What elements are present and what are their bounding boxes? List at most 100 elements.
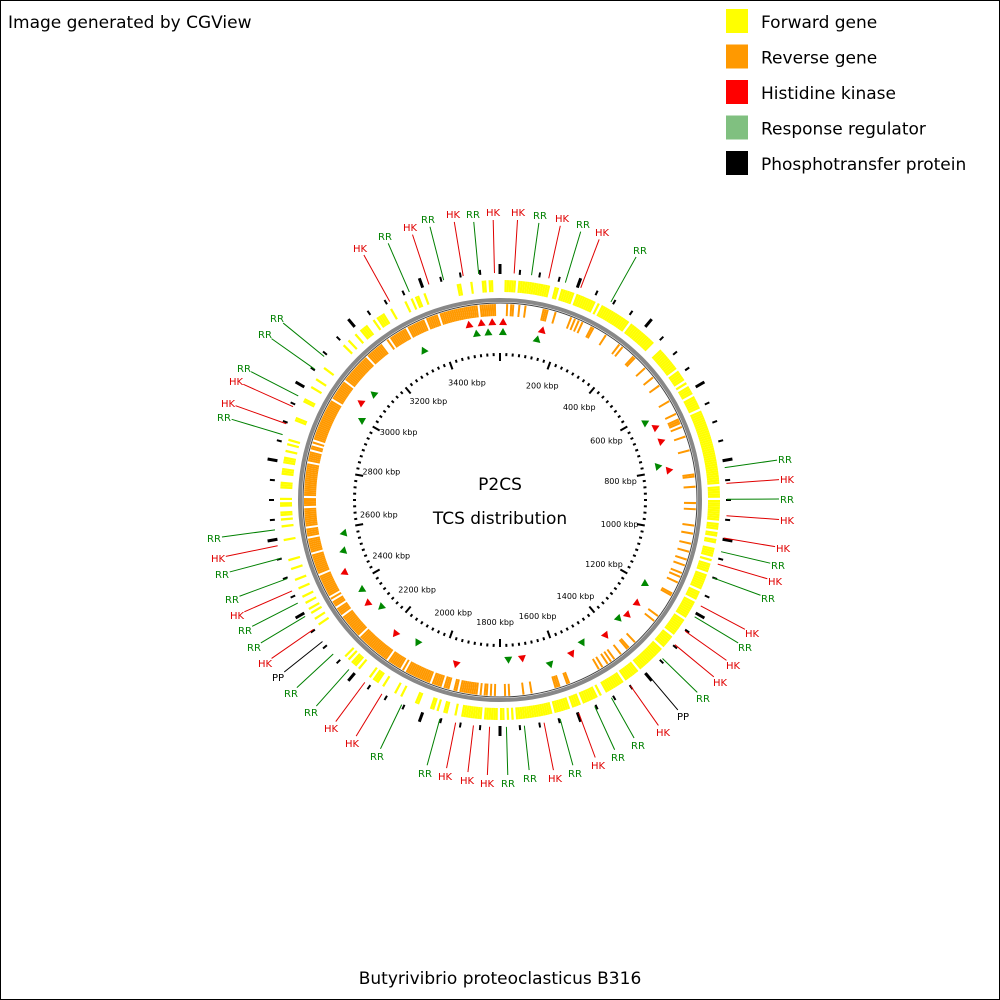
reverse-gene (666, 576, 679, 584)
inner-tick (375, 576, 380, 580)
inner-tick (632, 554, 637, 558)
reverse-gene (396, 656, 405, 668)
forward-gene (690, 580, 703, 588)
forward-gene (404, 300, 412, 313)
forward-gene (285, 449, 298, 455)
reverse-gene (611, 343, 621, 355)
forward-gene (701, 445, 714, 451)
tcs-label: HK (486, 208, 501, 219)
tcs-marker (641, 420, 650, 428)
reverse-gene (445, 676, 451, 689)
reverse-gene (367, 354, 377, 365)
reverse-gene (673, 560, 686, 567)
forward-gene (632, 658, 643, 670)
tcs-label: HK (656, 728, 671, 739)
forward-gene (603, 679, 612, 691)
inner-tick (448, 630, 454, 639)
reverse-gene (319, 422, 332, 429)
forward-gene (572, 293, 579, 306)
reverse-gene (373, 348, 383, 360)
scale-tick (401, 290, 406, 296)
forward-gene (650, 642, 661, 653)
inner-tick (627, 565, 631, 569)
label-leader (239, 578, 288, 597)
tcs-label: HK (446, 210, 461, 221)
tcs-label: RR (270, 314, 284, 325)
forward-gene (574, 294, 581, 307)
inner-tick (627, 431, 631, 435)
reverse-gene (368, 352, 379, 364)
forward-gene (618, 319, 628, 331)
reverse-gene (324, 581, 337, 589)
forward-gene (701, 549, 714, 555)
label-leader (531, 222, 540, 276)
scale-tick (458, 272, 462, 278)
forward-gene (290, 564, 303, 571)
scale-tick (594, 290, 599, 296)
forward-gene (664, 625, 676, 635)
inner-tick (581, 379, 586, 383)
reverse-gene (407, 326, 415, 338)
forward-gene (294, 574, 307, 581)
reverse-gene (551, 311, 557, 324)
legend-label: Histidine kinase (761, 84, 896, 104)
scale-label: 3200 kbp (410, 397, 448, 406)
reverse-gene (389, 336, 399, 348)
forward-gene (692, 416, 705, 424)
reverse-gene (391, 335, 400, 347)
forward-gene (672, 615, 684, 624)
forward-gene (323, 366, 335, 376)
tcs-marker (364, 598, 373, 606)
reverse-gene (422, 319, 429, 332)
forward-gene (666, 622, 678, 632)
label-leader (426, 718, 441, 766)
forward-gene (598, 306, 606, 318)
label-leader (662, 658, 698, 693)
scale-tick (722, 457, 733, 463)
scale-tick (439, 276, 443, 282)
reverse-gene (396, 332, 405, 344)
forward-gene (586, 299, 594, 312)
inner-tick (617, 414, 621, 419)
tcs-marker (415, 638, 423, 647)
forward-gene (637, 334, 648, 346)
forward-gene (576, 295, 584, 308)
inner-tick (404, 386, 412, 395)
inner-tick (442, 632, 446, 637)
inner-tick (637, 542, 641, 546)
scale-tick (659, 659, 665, 665)
label-leader (726, 479, 780, 484)
label-leader (271, 338, 315, 370)
forward-gene (443, 700, 449, 714)
inner-tick (366, 559, 370, 564)
reverse-gene (314, 435, 327, 442)
inner-tick (620, 576, 625, 580)
scale-tick (276, 439, 282, 443)
tcs-marker (339, 528, 348, 537)
reverse-gene (398, 331, 407, 343)
inner-tick (404, 605, 412, 614)
inner-tick (530, 356, 533, 360)
inner-tick (546, 361, 552, 370)
reverse-gene (648, 384, 660, 394)
reverse-gene (393, 334, 402, 346)
reverse-gene (435, 673, 442, 686)
tcs-label: RR (225, 595, 239, 606)
forward-gene (618, 669, 628, 681)
forward-gene (637, 654, 648, 666)
inner-tick (619, 568, 628, 575)
reverse-gene (346, 376, 358, 386)
scale-tick (383, 299, 388, 305)
forward-gene (699, 438, 712, 445)
scale-tick (594, 704, 599, 710)
tcs-label: HK (258, 659, 273, 670)
forward-gene (697, 564, 710, 571)
forward-gene (372, 319, 382, 331)
forward-gene (592, 302, 600, 315)
forward-gene (701, 447, 715, 453)
forward-gene (551, 700, 557, 714)
reverse-gene (343, 611, 355, 621)
forward-gene (635, 333, 646, 344)
label-leader (720, 551, 771, 564)
forward-gene (357, 658, 368, 670)
